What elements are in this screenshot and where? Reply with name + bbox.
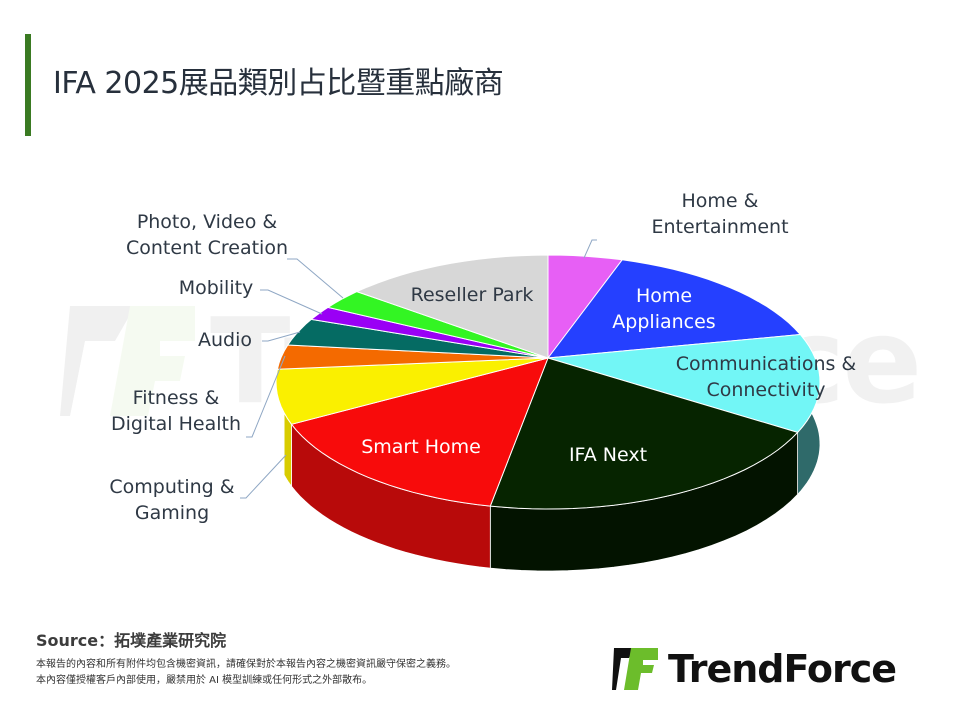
label-communications: Communications & Connectivity — [675, 353, 857, 401]
source-text: Source：拓墣產業研究院 — [36, 631, 227, 650]
pie-slice-smart-home — [291, 357, 549, 507]
pie-slices — [275, 254, 821, 510]
leader-line-computing — [240, 454, 287, 499]
pie-slice-communications-connectivity — [547, 334, 821, 433]
pie-slice-computing-gaming — [275, 357, 549, 425]
pie-slice-audio — [287, 318, 549, 359]
leader-lines — [240, 239, 597, 499]
disclaimer-line-1: 本報告的內容和所有附件均包含機密資訊，請確保對於本報告內容之機密資訊嚴守保密之義… — [36, 659, 456, 670]
label-computing-gaming: Computing & Gaming — [109, 476, 235, 524]
disclaimer-line-2: 本內容僅授權客戶內部使用，嚴禁用於 AI 模型訓練或任何形式之外部散布。 — [36, 675, 373, 686]
label-ifa-next: IFA Next — [568, 444, 648, 466]
label-reseller-park: Reseller Park — [410, 284, 534, 306]
pie-slice-reseller-park — [356, 254, 549, 359]
leader-line-mobility — [260, 289, 323, 315]
trendforce-logo: TrendForce — [612, 646, 897, 692]
pie-slice-home-entertainment — [547, 254, 623, 359]
title-accent-bar — [25, 34, 31, 136]
label-photo-video: Photo, Video & Content Creation — [126, 211, 288, 259]
pie-slice-home-appliances — [547, 259, 801, 359]
trendforce-logo-mark-icon — [612, 648, 658, 690]
pie-wall-computing-gaming — [283, 412, 292, 488]
label-fitness: Fitness & Digital Health — [110, 387, 242, 435]
leader-line-fitness — [246, 355, 286, 438]
leader-line-photo — [287, 258, 344, 299]
logo-text: TrendForce — [668, 647, 897, 691]
pie-slice-ifa-next — [489, 357, 799, 510]
leader-line-audio — [262, 331, 301, 342]
label-smart-home: Smart Home — [361, 436, 481, 458]
leader-line-home-entertainment — [583, 239, 597, 259]
label-home-entertainment: Home & Entertainment — [651, 190, 789, 238]
page-title: IFA 2025展品類別占比暨重點廠商 — [53, 66, 504, 101]
label-mobility: Mobility — [178, 277, 254, 299]
label-home-appliances: Home Appliances — [612, 285, 716, 333]
label-audio: Audio — [197, 329, 253, 351]
